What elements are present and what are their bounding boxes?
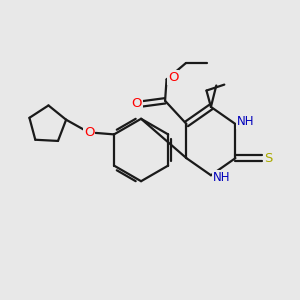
Text: NH: NH <box>213 171 230 184</box>
Text: NH: NH <box>237 115 254 128</box>
Text: O: O <box>84 126 94 140</box>
Text: O: O <box>168 71 178 84</box>
Text: O: O <box>131 97 142 110</box>
Text: S: S <box>265 152 273 165</box>
